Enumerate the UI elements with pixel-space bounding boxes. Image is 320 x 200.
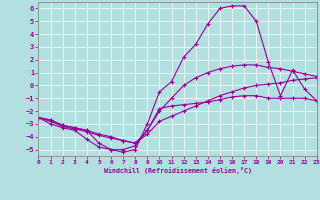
X-axis label: Windchill (Refroidissement éolien,°C): Windchill (Refroidissement éolien,°C)	[104, 167, 252, 174]
